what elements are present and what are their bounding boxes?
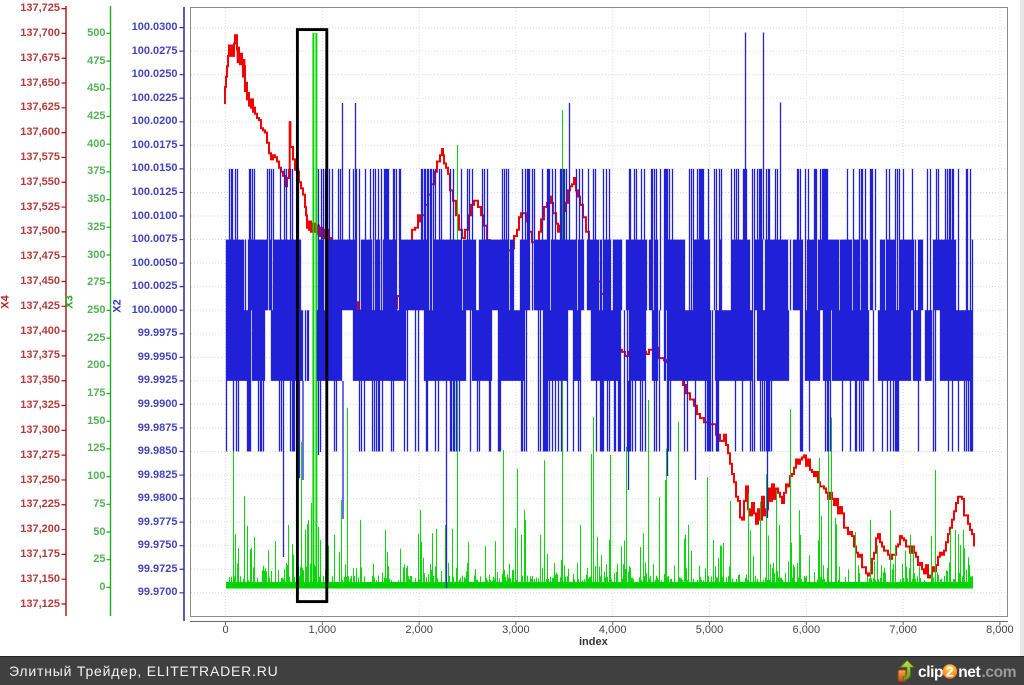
svg-text:2: 2 [946, 665, 954, 681]
svg-text:net: net [958, 664, 980, 681]
svg-text:.com: .com [982, 664, 1017, 681]
svg-text:clip: clip [918, 664, 943, 681]
